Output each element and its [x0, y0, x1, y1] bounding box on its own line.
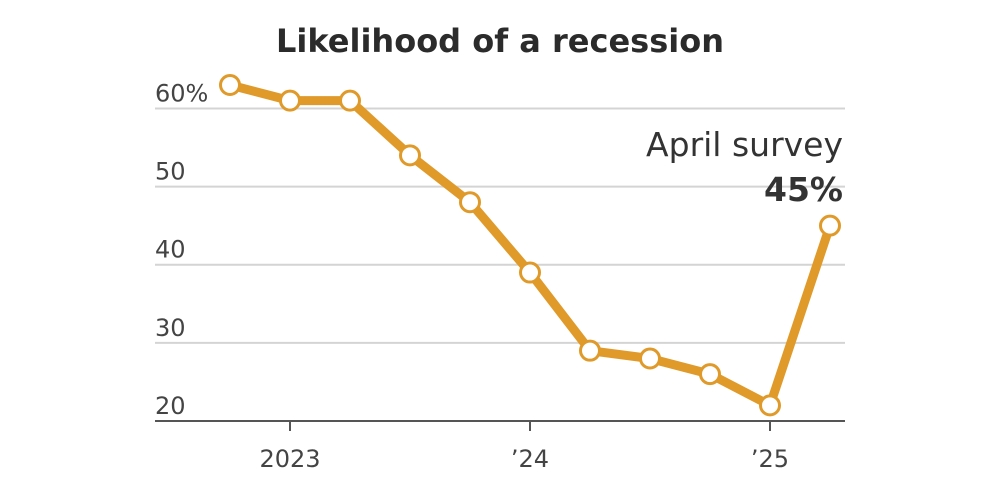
- data-point: [759, 394, 781, 417]
- data-point: [579, 339, 601, 362]
- data-points: [219, 74, 841, 417]
- x-axis: 2023 ’24 ’25: [155, 420, 845, 473]
- y-tick-label: 40: [155, 236, 186, 264]
- x-tick-label: ’25: [751, 445, 789, 473]
- chart-title: Likelihood of a recession: [276, 22, 724, 60]
- y-tick-label: 20: [155, 392, 186, 420]
- grid-lines: [155, 107, 845, 344]
- data-point: [699, 363, 721, 386]
- x-tick-label: ’24: [511, 445, 549, 473]
- annotation-value: 45%: [764, 170, 843, 209]
- annotation-label: April survey: [646, 125, 843, 164]
- y-axis-ticks: 60% 50 40 30 20: [155, 79, 208, 420]
- x-tick-label: 2023: [259, 445, 320, 473]
- y-tick-label: 60%: [155, 79, 208, 107]
- data-point: [219, 74, 241, 96]
- y-tick-label: 50: [155, 158, 186, 186]
- data-point: [279, 89, 301, 112]
- data-point: [459, 191, 481, 214]
- data-point: [639, 347, 661, 370]
- data-point: [339, 89, 361, 112]
- data-point: [519, 261, 541, 284]
- data-point: [399, 144, 421, 167]
- y-tick-label: 30: [155, 314, 186, 342]
- data-point: [819, 214, 841, 237]
